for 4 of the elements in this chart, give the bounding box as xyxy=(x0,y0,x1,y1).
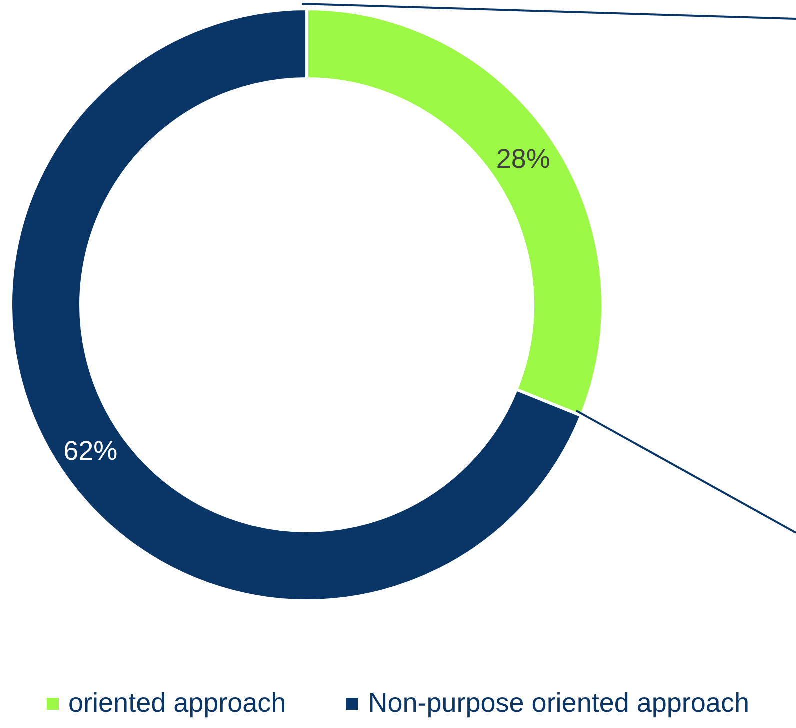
data-label: 28% xyxy=(496,144,550,174)
data-label: 62% xyxy=(64,436,118,466)
legend-label: Non-purpose oriented approach xyxy=(368,688,750,719)
legend-label: oriented approach xyxy=(68,688,286,719)
